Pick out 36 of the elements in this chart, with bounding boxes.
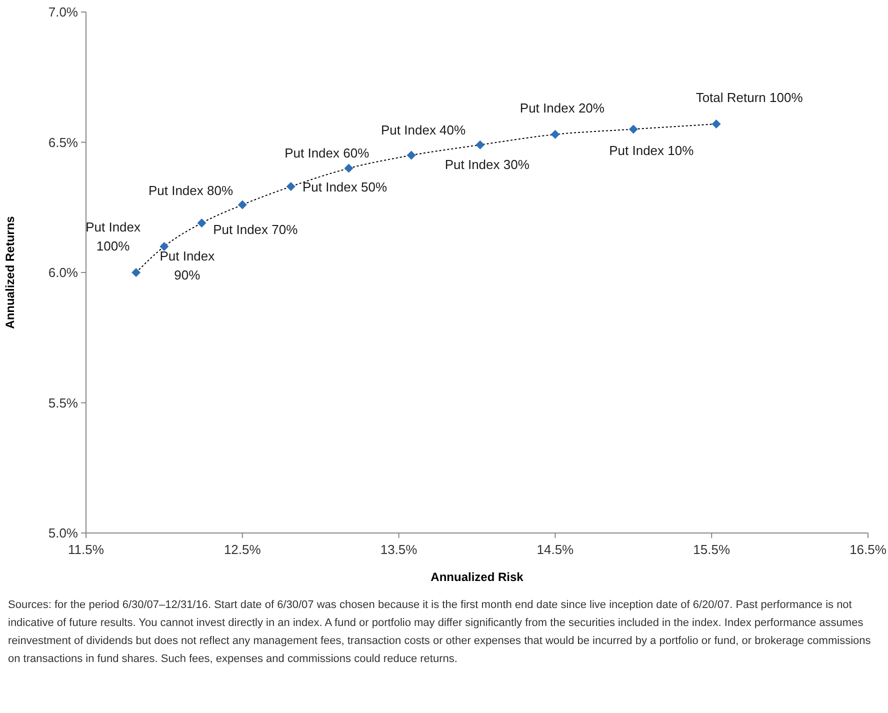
point xyxy=(712,120,721,129)
annotation: Put Index 80% xyxy=(148,183,234,198)
point xyxy=(132,268,141,277)
annotation: Put Index 50% xyxy=(302,179,388,194)
annotation: Total Return 100% xyxy=(696,90,804,106)
point xyxy=(238,200,247,210)
x-tick-label: 13.5% xyxy=(380,542,418,557)
point xyxy=(160,242,169,251)
point xyxy=(406,150,416,160)
annotation: Put Index 30% xyxy=(444,156,530,172)
source-note: Sources: for the period 6/30/07–12/31/16. Start date of 6/30/07 was chosen because it is the first month end date since live inception date of 6/20/07. Past performance is not indicative of future results. You cannot invest directly in an index. A fund or portfolio may differ significantly from the securities included in the index. Index performance assumes reinvestment of dividends but does not reflect any management fees, transaction costs or other expenses that would be incurred by a portfolio or fund, or brokerage commissions on transactions in fund shares. Such fees, expenses and commissions could reduce returns. xyxy=(8,598,872,667)
x-axis-title: Annualized Risk xyxy=(430,570,524,584)
annotation: Put Index 60% xyxy=(284,146,370,161)
point xyxy=(550,130,560,139)
x-tick-label: 12.5% xyxy=(224,542,262,557)
annotation: Put Index 20% xyxy=(520,100,605,116)
x-tick-label: 16.5% xyxy=(850,542,887,557)
point xyxy=(286,182,296,192)
x-tick-label: 14.5% xyxy=(536,542,574,557)
annotation: Put Index 40% xyxy=(381,122,466,138)
y-tick-label: 5.0% xyxy=(48,526,78,541)
y-tick-label: 5.5% xyxy=(48,395,78,410)
point xyxy=(628,124,638,134)
x-tick-label: 11.5% xyxy=(68,542,104,557)
annotation: Put Index 90% xyxy=(160,248,216,282)
x-tick-label: 15.5% xyxy=(693,542,730,557)
y-tick-label: 6.5% xyxy=(48,134,78,150)
point xyxy=(197,218,206,228)
annotation: Put Index 10% xyxy=(609,143,694,158)
y-axis-title: Annualized Returns xyxy=(3,216,17,329)
annotation: Put Index 70% xyxy=(213,222,298,237)
y-tick-label: 6.0% xyxy=(48,265,78,280)
point xyxy=(344,164,354,173)
annotation: Put Index 100% xyxy=(86,220,142,254)
point xyxy=(476,140,485,150)
y-tick-label: 7.0% xyxy=(48,4,78,20)
